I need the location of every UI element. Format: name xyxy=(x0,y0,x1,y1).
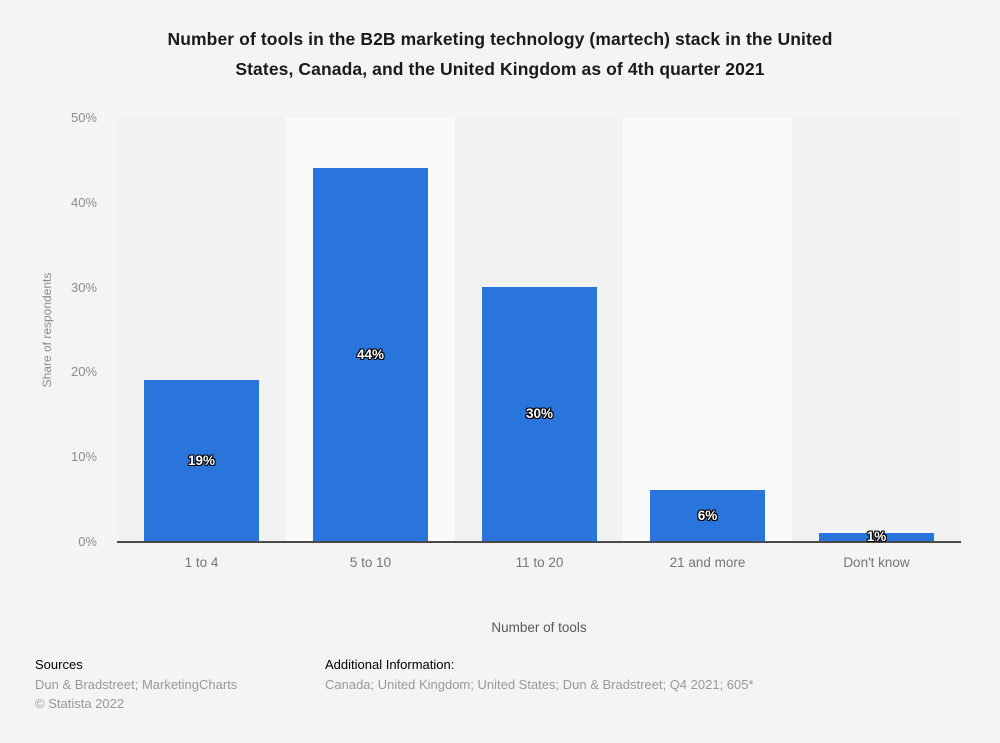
x-axis-line xyxy=(117,540,961,543)
statista-copyright: © Statista 2022 xyxy=(35,696,125,711)
x-axis-title: Number of tools xyxy=(491,620,587,635)
bar-value-label: 19% xyxy=(187,453,216,468)
category-label: Don't know xyxy=(843,555,910,570)
bar-1-to-4[interactable]: 19% xyxy=(144,380,259,541)
bar-value-label: 44% xyxy=(356,347,385,362)
category-label: 11 to 20 xyxy=(515,555,564,570)
bar-don-t-know[interactable]: 1% xyxy=(819,529,934,544)
sources-heading: Sources xyxy=(35,657,83,672)
chart-title-line-1: Number of tools in the B2B marketing tec… xyxy=(167,29,833,49)
chart-title-line-2: States, Canada, and the United Kingdom a… xyxy=(235,59,765,79)
category-label: 21 and more xyxy=(669,555,746,570)
additional-information-heading: Additional Information: xyxy=(325,657,455,672)
y-tick-label: 10% xyxy=(70,449,97,464)
sources-line: Dun & Bradstreet; MarketingCharts xyxy=(35,676,238,692)
bar-5-to-10[interactable]: 44% xyxy=(313,168,428,541)
bar-value-label: 30% xyxy=(525,406,554,421)
additional-information-block: Additional Information: Canada; United K… xyxy=(325,655,754,694)
y-tick-label: 50% xyxy=(70,110,97,125)
bar-21-and-more[interactable]: 6% xyxy=(650,490,765,541)
y-tick-label: 20% xyxy=(70,364,97,379)
y-tick-label: 30% xyxy=(70,280,97,295)
y-tick-label: 40% xyxy=(70,195,97,210)
additional-information-line: Canada; United Kingdom; United States; D… xyxy=(325,676,754,692)
bar-11-to-20[interactable]: 30% xyxy=(482,287,597,541)
category-label: 1 to 4 xyxy=(184,555,219,570)
plot-band-light xyxy=(623,117,792,541)
category-label: 5 to 10 xyxy=(349,555,392,570)
plot-band-dark xyxy=(792,117,961,541)
bar-value-label: 6% xyxy=(697,508,718,523)
chart-title: Number of tools in the B2B marketing tec… xyxy=(0,24,1000,84)
y-tick-label: 0% xyxy=(78,534,97,549)
bar-value-label: 1% xyxy=(866,529,887,544)
sources-block: Sources Dun & Bradstreet; MarketingChart… xyxy=(35,655,237,714)
